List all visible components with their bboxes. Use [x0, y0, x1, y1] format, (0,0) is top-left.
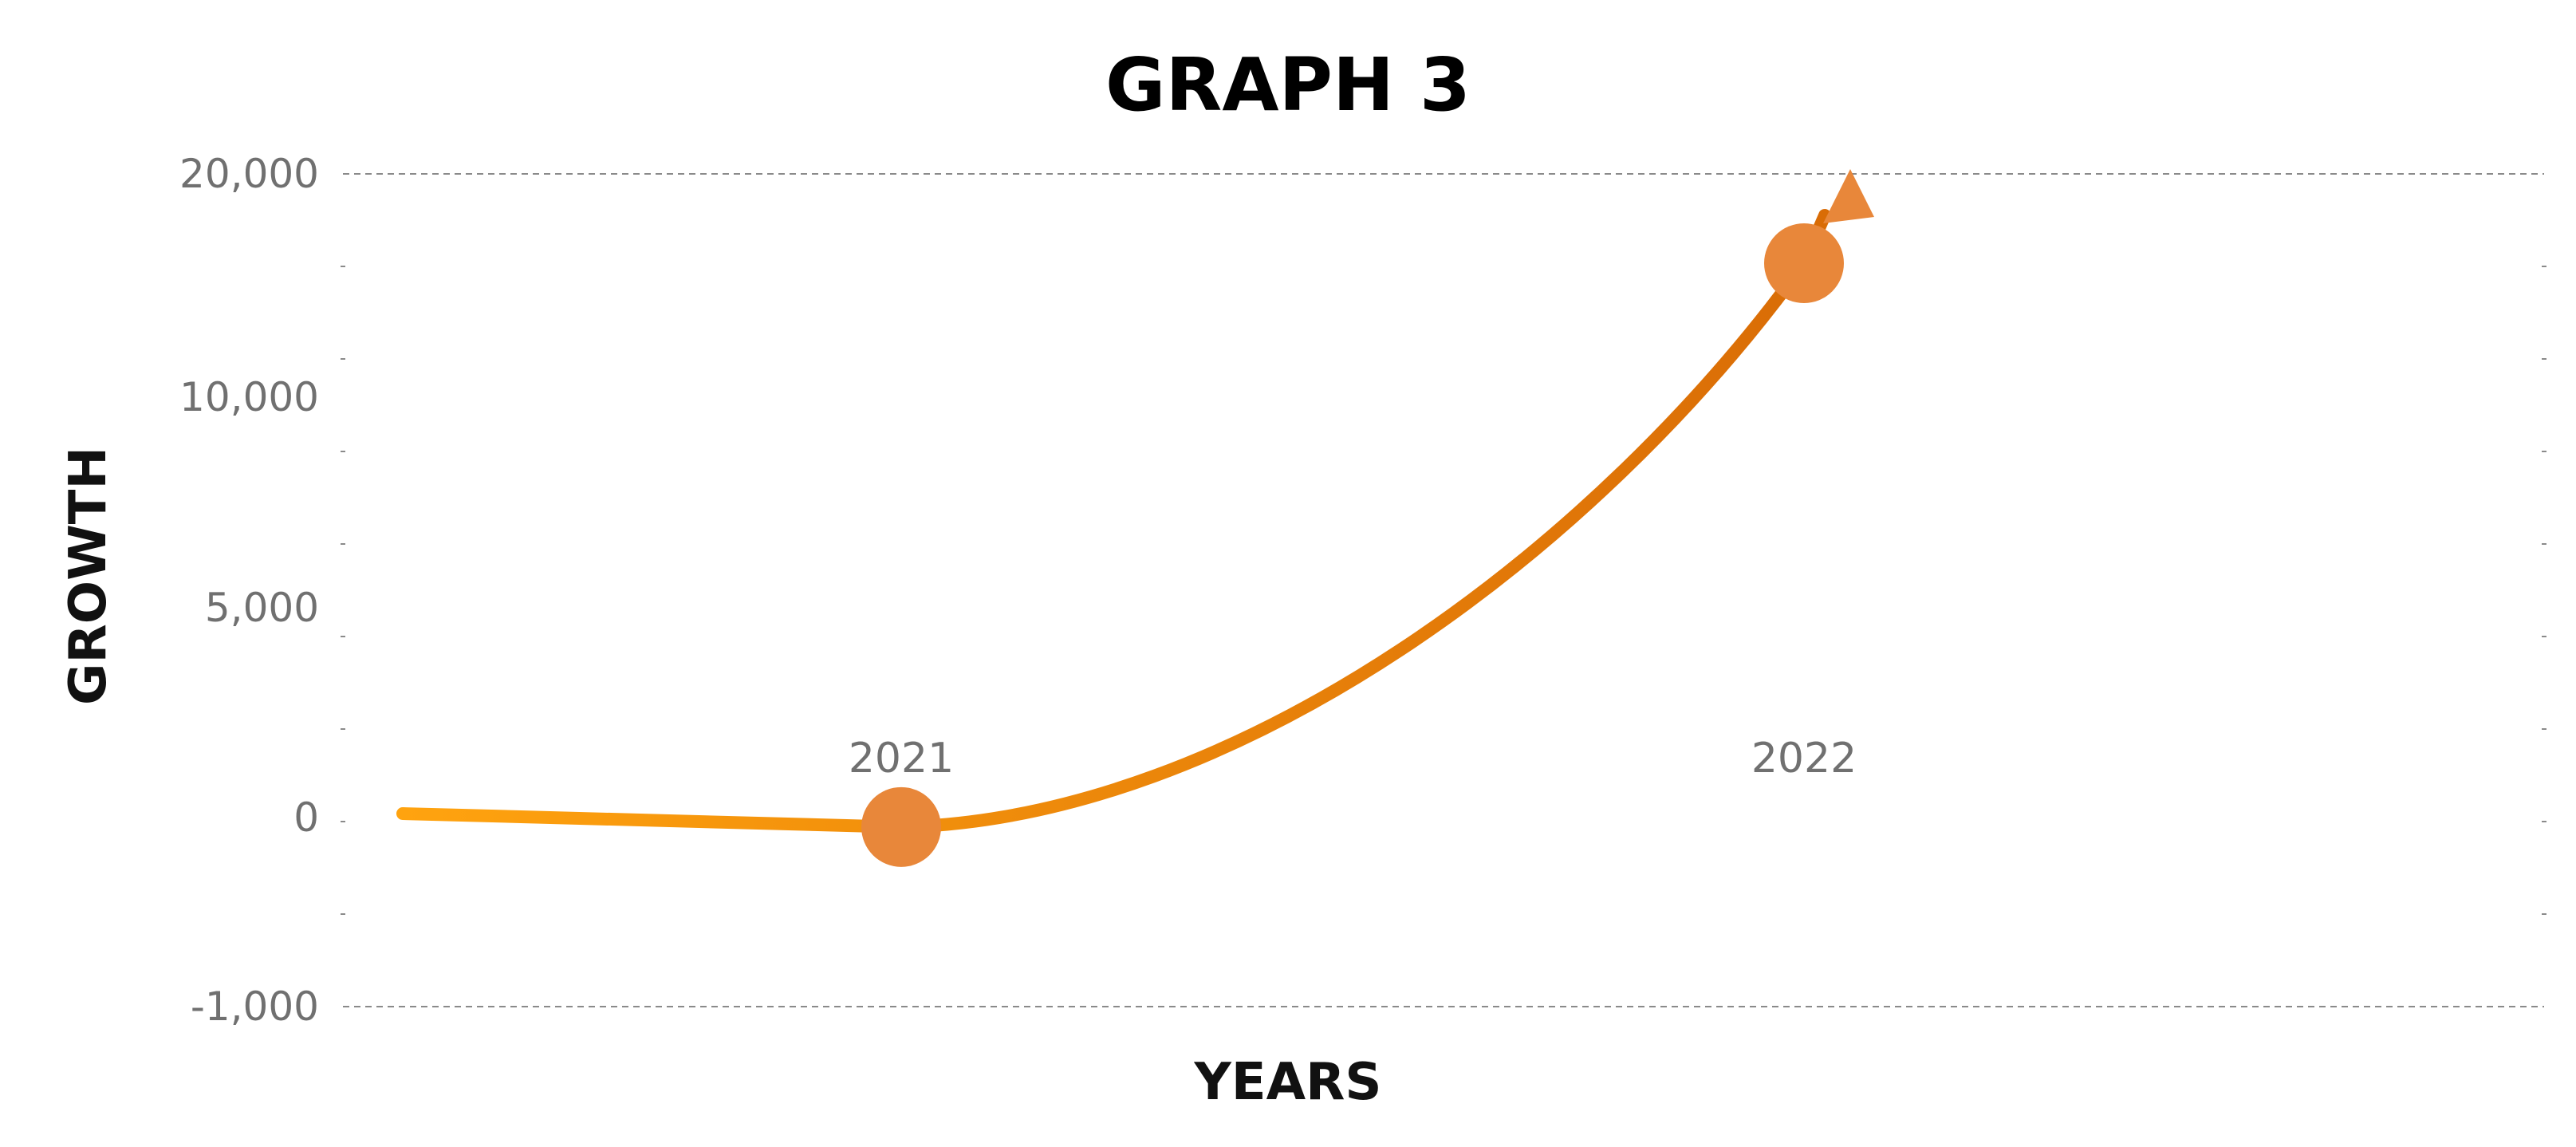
y-tick-label: 10,000 [179, 374, 319, 420]
y-tick-label: 20,000 [179, 151, 319, 197]
x-axis-title: YEARS [1194, 1053, 1382, 1112]
y-tick-label: -1,000 [191, 983, 319, 1030]
grid-lines [341, 173, 2546, 1007]
data-point-2022 [1764, 223, 1844, 303]
point-label-2022: 2022 [1751, 735, 1857, 782]
y-axis-tick-labels: 20,000 10,000 5,000 0 -1,000 [179, 151, 319, 1030]
y-tick-label: 0 [293, 794, 319, 841]
y-axis-title: GROWTH [59, 447, 118, 705]
point-label-2021: 2021 [849, 735, 954, 782]
chart-title: GRAPH 3 [1105, 42, 1471, 128]
y-tick-label: 5,000 [205, 585, 319, 631]
trend-arrowhead [1823, 169, 1874, 223]
data-point-2021 [861, 786, 941, 867]
growth-series-line [396, 209, 1831, 834]
